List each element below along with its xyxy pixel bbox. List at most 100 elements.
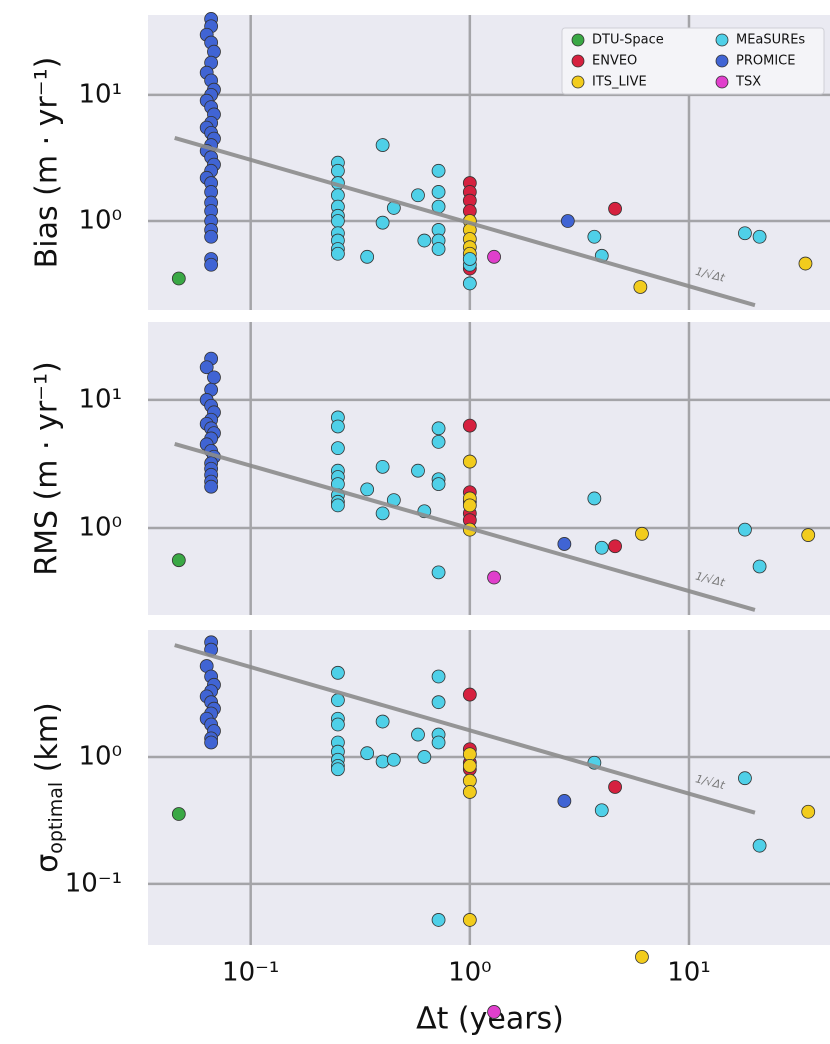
data-point [462, 687, 477, 702]
data-point [431, 421, 446, 436]
y-tick-label: 10¹ [78, 384, 122, 414]
data-point [801, 804, 816, 819]
y-tick-label: 10⁰ [78, 512, 122, 542]
data-point [375, 215, 390, 230]
data-point [199, 360, 214, 375]
data-point [431, 163, 446, 178]
data-point [752, 559, 767, 574]
data-point [487, 570, 501, 585]
data-point [431, 735, 446, 750]
data-point [411, 188, 425, 203]
data-point [171, 271, 186, 286]
data-point [330, 762, 345, 777]
legend-marker [715, 75, 729, 89]
data-point [411, 727, 425, 742]
data-point [752, 838, 767, 853]
data-point [487, 1005, 501, 1019]
x-tick-label: 10¹ [667, 958, 711, 988]
data-point [431, 669, 446, 684]
data-point [330, 419, 345, 434]
data-point [431, 565, 446, 580]
data-point [462, 758, 477, 773]
y-label-unit: (km) [30, 702, 65, 782]
data-point [207, 370, 221, 385]
data-point [462, 418, 477, 433]
data-point [462, 276, 477, 291]
trend-line [174, 135, 756, 308]
data-point [738, 226, 752, 241]
data-point [411, 463, 425, 478]
data-point [587, 491, 602, 506]
data-point [386, 752, 401, 767]
data-point [587, 229, 602, 244]
data-point [360, 249, 375, 264]
data-point [608, 201, 622, 216]
data-point [462, 498, 477, 513]
data-point [557, 537, 572, 551]
y-axis-label: σoptimal (km) [30, 702, 67, 872]
data-point [431, 242, 446, 256]
data-point [204, 735, 219, 750]
data-point [431, 695, 446, 710]
legend-label: ENVEO [592, 54, 637, 69]
trend-line [174, 442, 756, 612]
legend-marker [715, 54, 729, 68]
y-tick-label: 10⁰ [78, 741, 122, 771]
data-point [608, 780, 622, 794]
legend-box [561, 27, 825, 95]
legend-marker [571, 75, 585, 89]
data-point [560, 214, 575, 228]
data-point [375, 459, 390, 474]
data-point [330, 214, 345, 228]
data-point [462, 454, 477, 469]
data-point [375, 506, 390, 521]
data-point [375, 714, 390, 729]
data-point [204, 257, 219, 272]
data-point [171, 553, 186, 568]
data-point [798, 256, 813, 271]
data-point [462, 252, 477, 266]
y-label-subscript: optimal [45, 782, 67, 854]
data-point [330, 717, 345, 732]
data-point [204, 479, 219, 494]
data-point [171, 807, 186, 821]
data-point [204, 229, 219, 244]
data-point [801, 528, 816, 542]
data-point [431, 477, 446, 492]
data-point [738, 522, 752, 537]
data-point [330, 246, 345, 261]
x-tick-label: 10⁰ [448, 958, 492, 988]
data-point [431, 185, 446, 199]
data-point [431, 434, 446, 449]
legend-label: ITS_LIVE [592, 75, 647, 90]
data-point [608, 539, 622, 554]
data-point [752, 229, 767, 244]
legend-marker [715, 33, 729, 47]
legend-label: PROMICE [736, 54, 795, 69]
y-tick-label: 10¹ [78, 79, 122, 109]
data-point [557, 794, 572, 808]
data-point [594, 803, 609, 818]
data-point [375, 138, 390, 152]
trend-line [174, 643, 756, 815]
legend-label: DTU-Space [592, 33, 664, 48]
plot-background [148, 630, 830, 945]
legend-marker [571, 33, 585, 47]
data-point [330, 665, 345, 680]
data-point [330, 163, 345, 178]
legend-marker [571, 54, 585, 68]
y-label-symbol: σ [30, 854, 65, 873]
data-point [462, 913, 477, 927]
data-point [635, 526, 649, 541]
legend-label: MEaSUREs [736, 33, 805, 48]
y-axis-label: RMS (m · yr⁻¹) [30, 361, 65, 576]
y-tick-label: 10⁻¹ [65, 868, 122, 898]
data-point [360, 482, 375, 497]
legend-label: TSX [735, 75, 761, 90]
data-point [738, 771, 752, 786]
data-point [594, 540, 609, 555]
data-point [633, 280, 648, 294]
x-tick-label: 10⁻¹ [222, 958, 279, 988]
